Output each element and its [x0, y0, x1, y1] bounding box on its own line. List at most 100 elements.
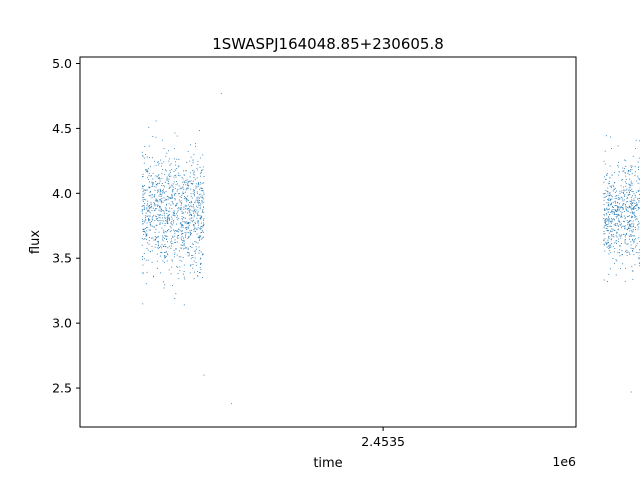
data-point [143, 253, 145, 255]
data-point [174, 232, 176, 234]
data-point [626, 254, 628, 256]
data-point [609, 192, 611, 194]
data-point [180, 204, 182, 206]
data-point [148, 172, 150, 174]
data-point [612, 212, 614, 214]
data-point [188, 237, 190, 239]
data-point [168, 229, 170, 230]
data-point [189, 231, 191, 233]
data-point [633, 248, 635, 250]
data-point [635, 171, 637, 173]
data-point [636, 209, 638, 211]
data-point [171, 195, 173, 197]
data-point [178, 158, 180, 160]
data-point [172, 202, 174, 204]
data-point [606, 243, 608, 245]
data-point [174, 214, 176, 216]
data-point [165, 231, 167, 233]
data-point [186, 183, 188, 185]
data-point [625, 239, 626, 241]
data-point [173, 220, 175, 222]
data-point [177, 237, 179, 239]
data-point [196, 228, 198, 230]
data-point [171, 240, 173, 242]
data-point [143, 205, 145, 207]
data-point [151, 186, 153, 188]
data-point [609, 182, 610, 184]
data-point [187, 222, 189, 224]
data-point [625, 189, 627, 191]
data-point [193, 172, 195, 173]
data-point [636, 218, 638, 220]
data-point [612, 235, 614, 237]
data-point [151, 219, 153, 221]
data-point [143, 162, 145, 164]
data-point [176, 183, 178, 185]
data-point [178, 207, 180, 208]
data-point [617, 195, 619, 197]
data-point [185, 189, 187, 191]
chart-title: 1SWASPJ164048.85+230605.8 [212, 35, 444, 53]
data-point [632, 155, 634, 157]
data-point [186, 228, 188, 230]
data-point [151, 183, 153, 185]
data-point [144, 157, 146, 159]
data-point [177, 211, 179, 213]
data-point [193, 188, 195, 190]
data-point [187, 195, 188, 197]
data-point [151, 225, 153, 227]
data-point [628, 191, 630, 193]
data-point [618, 174, 620, 176]
data-point [174, 298, 176, 299]
data-point [635, 252, 637, 253]
data-point [637, 177, 639, 179]
data-point [168, 150, 169, 152]
data-point [604, 196, 606, 198]
data-point [608, 199, 610, 201]
data-point [613, 224, 615, 226]
data-point [157, 204, 159, 206]
data-point [189, 230, 191, 232]
data-point [142, 176, 143, 178]
data-point [176, 230, 178, 232]
data-point [182, 221, 184, 223]
data-point [628, 206, 630, 208]
data-point [201, 217, 203, 219]
data-point [633, 223, 635, 225]
data-point [168, 218, 170, 220]
data-point [626, 243, 628, 245]
data-point [201, 225, 203, 227]
data-point [628, 188, 630, 190]
data-point [150, 212, 152, 214]
data-point [155, 136, 157, 138]
data-point [201, 211, 203, 213]
data-point [633, 198, 635, 200]
data-point [183, 304, 185, 306]
data-point [177, 273, 179, 274]
data-point [638, 257, 640, 259]
data-point [170, 198, 171, 199]
data-point [604, 238, 606, 240]
data-point [157, 218, 158, 220]
data-point [166, 219, 168, 221]
data-point [183, 188, 185, 190]
data-point [145, 259, 147, 261]
data-point [626, 210, 628, 212]
data-point [181, 233, 183, 235]
data-point [162, 210, 164, 212]
data-point [184, 204, 186, 206]
data-point [174, 198, 176, 199]
data-point [162, 235, 163, 237]
data-point [194, 208, 196, 210]
data-point [199, 272, 201, 274]
data-point [617, 213, 619, 215]
data-point [153, 182, 154, 184]
data-point [176, 237, 178, 239]
data-point [630, 170, 631, 172]
data-point [186, 188, 188, 190]
data-point [151, 194, 153, 196]
data-point [194, 174, 196, 176]
data-point [606, 226, 608, 227]
data-point [161, 194, 163, 196]
data-point [182, 233, 184, 234]
